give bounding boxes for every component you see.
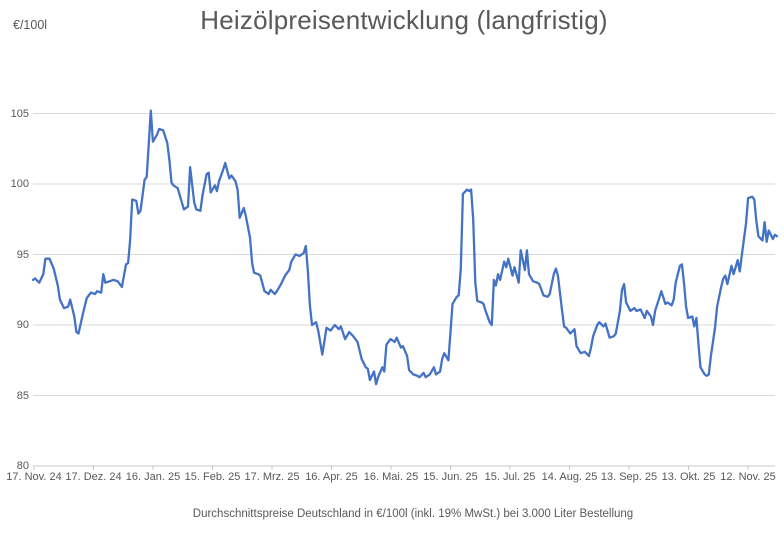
x-tick-label: 13. Okt. 25 [661, 471, 716, 483]
y-tick-label: 105 [10, 107, 29, 120]
x-tick-label: 15. Feb. 25 [184, 471, 241, 483]
y-tick-label: 80 [16, 460, 29, 472]
x-tick-label: 12. Nov. 25 [720, 471, 776, 483]
x-tick-label: 14. Aug. 25 [541, 471, 598, 483]
x-tick-label: 17. Mrz. 25 [244, 471, 300, 483]
x-tick-label: 13. Sep. 25 [600, 471, 658, 483]
x-tick-label: 17. Dez. 24 [65, 471, 122, 483]
x-tick-label: 16. Mai. 25 [363, 471, 419, 483]
y-tick-label: 85 [16, 389, 29, 402]
y-tick-label: 95 [16, 248, 29, 261]
y-axis-unit-label: €/100l [13, 18, 48, 32]
chart-subtitle: Durchschnittspreise Deutschland in €/100… [192, 508, 634, 520]
x-tick-label: 16. Apr. 25 [305, 471, 358, 483]
x-tick-label: 17. Nov. 24 [6, 471, 62, 483]
y-tick-label: 90 [16, 319, 29, 331]
y-tick-label: 100 [10, 178, 29, 190]
chart-title: Heizölpreisentwicklung (langfristig) [200, 5, 608, 35]
x-tick-label: 15. Jun. 25 [423, 471, 478, 483]
x-tick-label: 16. Jan. 25 [125, 471, 181, 483]
price-line [31, 109, 779, 386]
x-tick-label: 15. Jul. 25 [484, 471, 536, 483]
